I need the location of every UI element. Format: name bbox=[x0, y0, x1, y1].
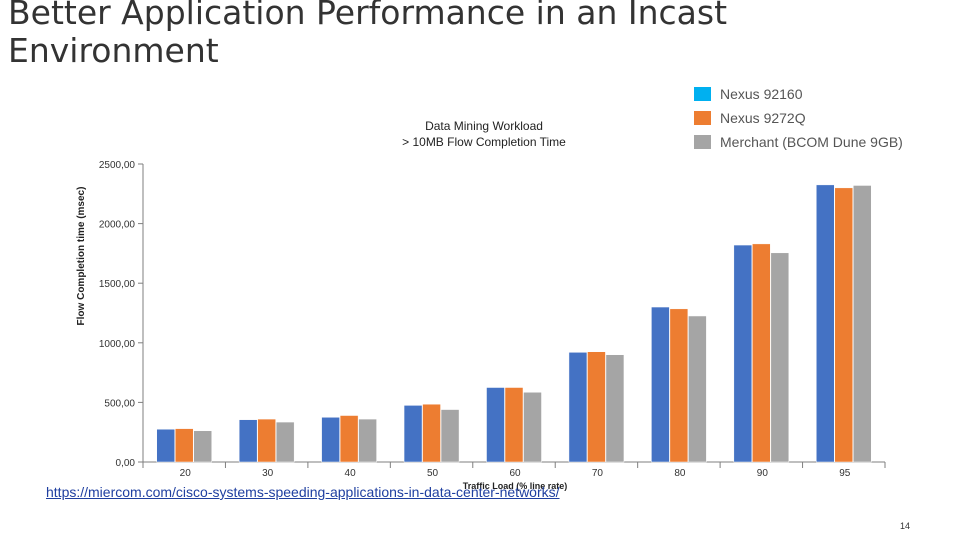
bar-series-1 bbox=[733, 244, 753, 463]
x-axis-label: Traffic Load (% line rate) bbox=[463, 481, 568, 491]
bar-series-2 bbox=[257, 418, 276, 463]
x-tick-label: 50 bbox=[427, 468, 439, 479]
bar-series-1 bbox=[816, 184, 835, 463]
y-tick-label: 0,00 bbox=[116, 458, 136, 469]
source-link[interactable]: https://miercom.com/cisco-systems-speedi… bbox=[46, 484, 560, 500]
legend-swatch-series-1 bbox=[694, 87, 711, 101]
bar-series-2 bbox=[834, 187, 854, 463]
chart-title-line-1: Data Mining Workload bbox=[425, 119, 543, 133]
bar-series-3 bbox=[688, 315, 707, 463]
bar-series-1 bbox=[321, 417, 340, 463]
bar-series-2 bbox=[669, 308, 689, 463]
y-tick-label: 2000,00 bbox=[99, 220, 136, 231]
legend-label-series-1: Nexus 92160 bbox=[720, 86, 803, 102]
x-tick-label: 80 bbox=[674, 468, 686, 479]
slide-title-line-1: Better Application Performance in an Inc… bbox=[8, 0, 728, 32]
bar-series-3 bbox=[193, 430, 212, 463]
page-number: 14 bbox=[900, 521, 911, 531]
slide-title-line-2: Environment bbox=[8, 31, 219, 70]
x-tick-label: 20 bbox=[180, 468, 192, 479]
x-tick-label: 95 bbox=[839, 468, 851, 479]
bar-series-2 bbox=[174, 428, 194, 463]
slide-title: Better Application Performance in an Inc… bbox=[8, 0, 828, 70]
bar-series-1 bbox=[651, 306, 670, 463]
bar-series-1 bbox=[486, 387, 505, 463]
legend-swatch-series-3 bbox=[694, 135, 711, 149]
y-tick-label: 1000,00 bbox=[99, 339, 136, 350]
x-tick-label: 70 bbox=[592, 468, 604, 479]
chart-title: Data Mining Workload > 10MB Flow Complet… bbox=[370, 118, 598, 150]
x-tick-label: 90 bbox=[757, 468, 769, 479]
bar-series-3 bbox=[440, 409, 460, 463]
legend-label-series-3: Merchant (BCOM Dune 9GB) bbox=[720, 134, 903, 150]
bar-series-3 bbox=[770, 252, 790, 463]
bar-series-2 bbox=[339, 415, 359, 463]
bar-series-1 bbox=[403, 405, 423, 463]
legend-swatch-series-2 bbox=[694, 111, 711, 125]
chart-legend: Nexus 92160 Nexus 9272Q Merchant (BCOM D… bbox=[694, 82, 903, 154]
legend-item-series-2: Nexus 9272Q bbox=[694, 106, 903, 130]
x-tick-label: 60 bbox=[509, 468, 521, 479]
y-tick-label: 1500,00 bbox=[99, 279, 136, 290]
bar-series-1 bbox=[238, 419, 258, 463]
bar-series-1 bbox=[156, 428, 175, 463]
y-axis-label: Flow Completion time (msec) bbox=[76, 187, 87, 326]
x-tick-label: 40 bbox=[345, 468, 357, 479]
x-tick-label: 30 bbox=[262, 468, 274, 479]
legend-item-series-1: Nexus 92160 bbox=[694, 82, 903, 106]
bar-series-2 bbox=[504, 387, 524, 463]
bar-series-3 bbox=[275, 421, 295, 463]
legend-label-series-2: Nexus 9272Q bbox=[720, 110, 806, 126]
y-tick-label: 2500,00 bbox=[99, 160, 136, 171]
bar-series-3 bbox=[358, 418, 377, 463]
bar-series-3 bbox=[523, 392, 542, 463]
chart-title-line-2: > 10MB Flow Completion Time bbox=[402, 135, 566, 149]
bar-series-2 bbox=[587, 351, 606, 463]
bar-series-3 bbox=[853, 185, 872, 463]
y-tick-label: 500,00 bbox=[104, 398, 135, 409]
legend-item-series-3: Merchant (BCOM Dune 9GB) bbox=[694, 130, 903, 154]
bar-series-1 bbox=[568, 352, 588, 463]
bar-series-2 bbox=[752, 243, 771, 463]
bar-series-3 bbox=[605, 354, 625, 463]
bar-series-2 bbox=[422, 403, 441, 463]
